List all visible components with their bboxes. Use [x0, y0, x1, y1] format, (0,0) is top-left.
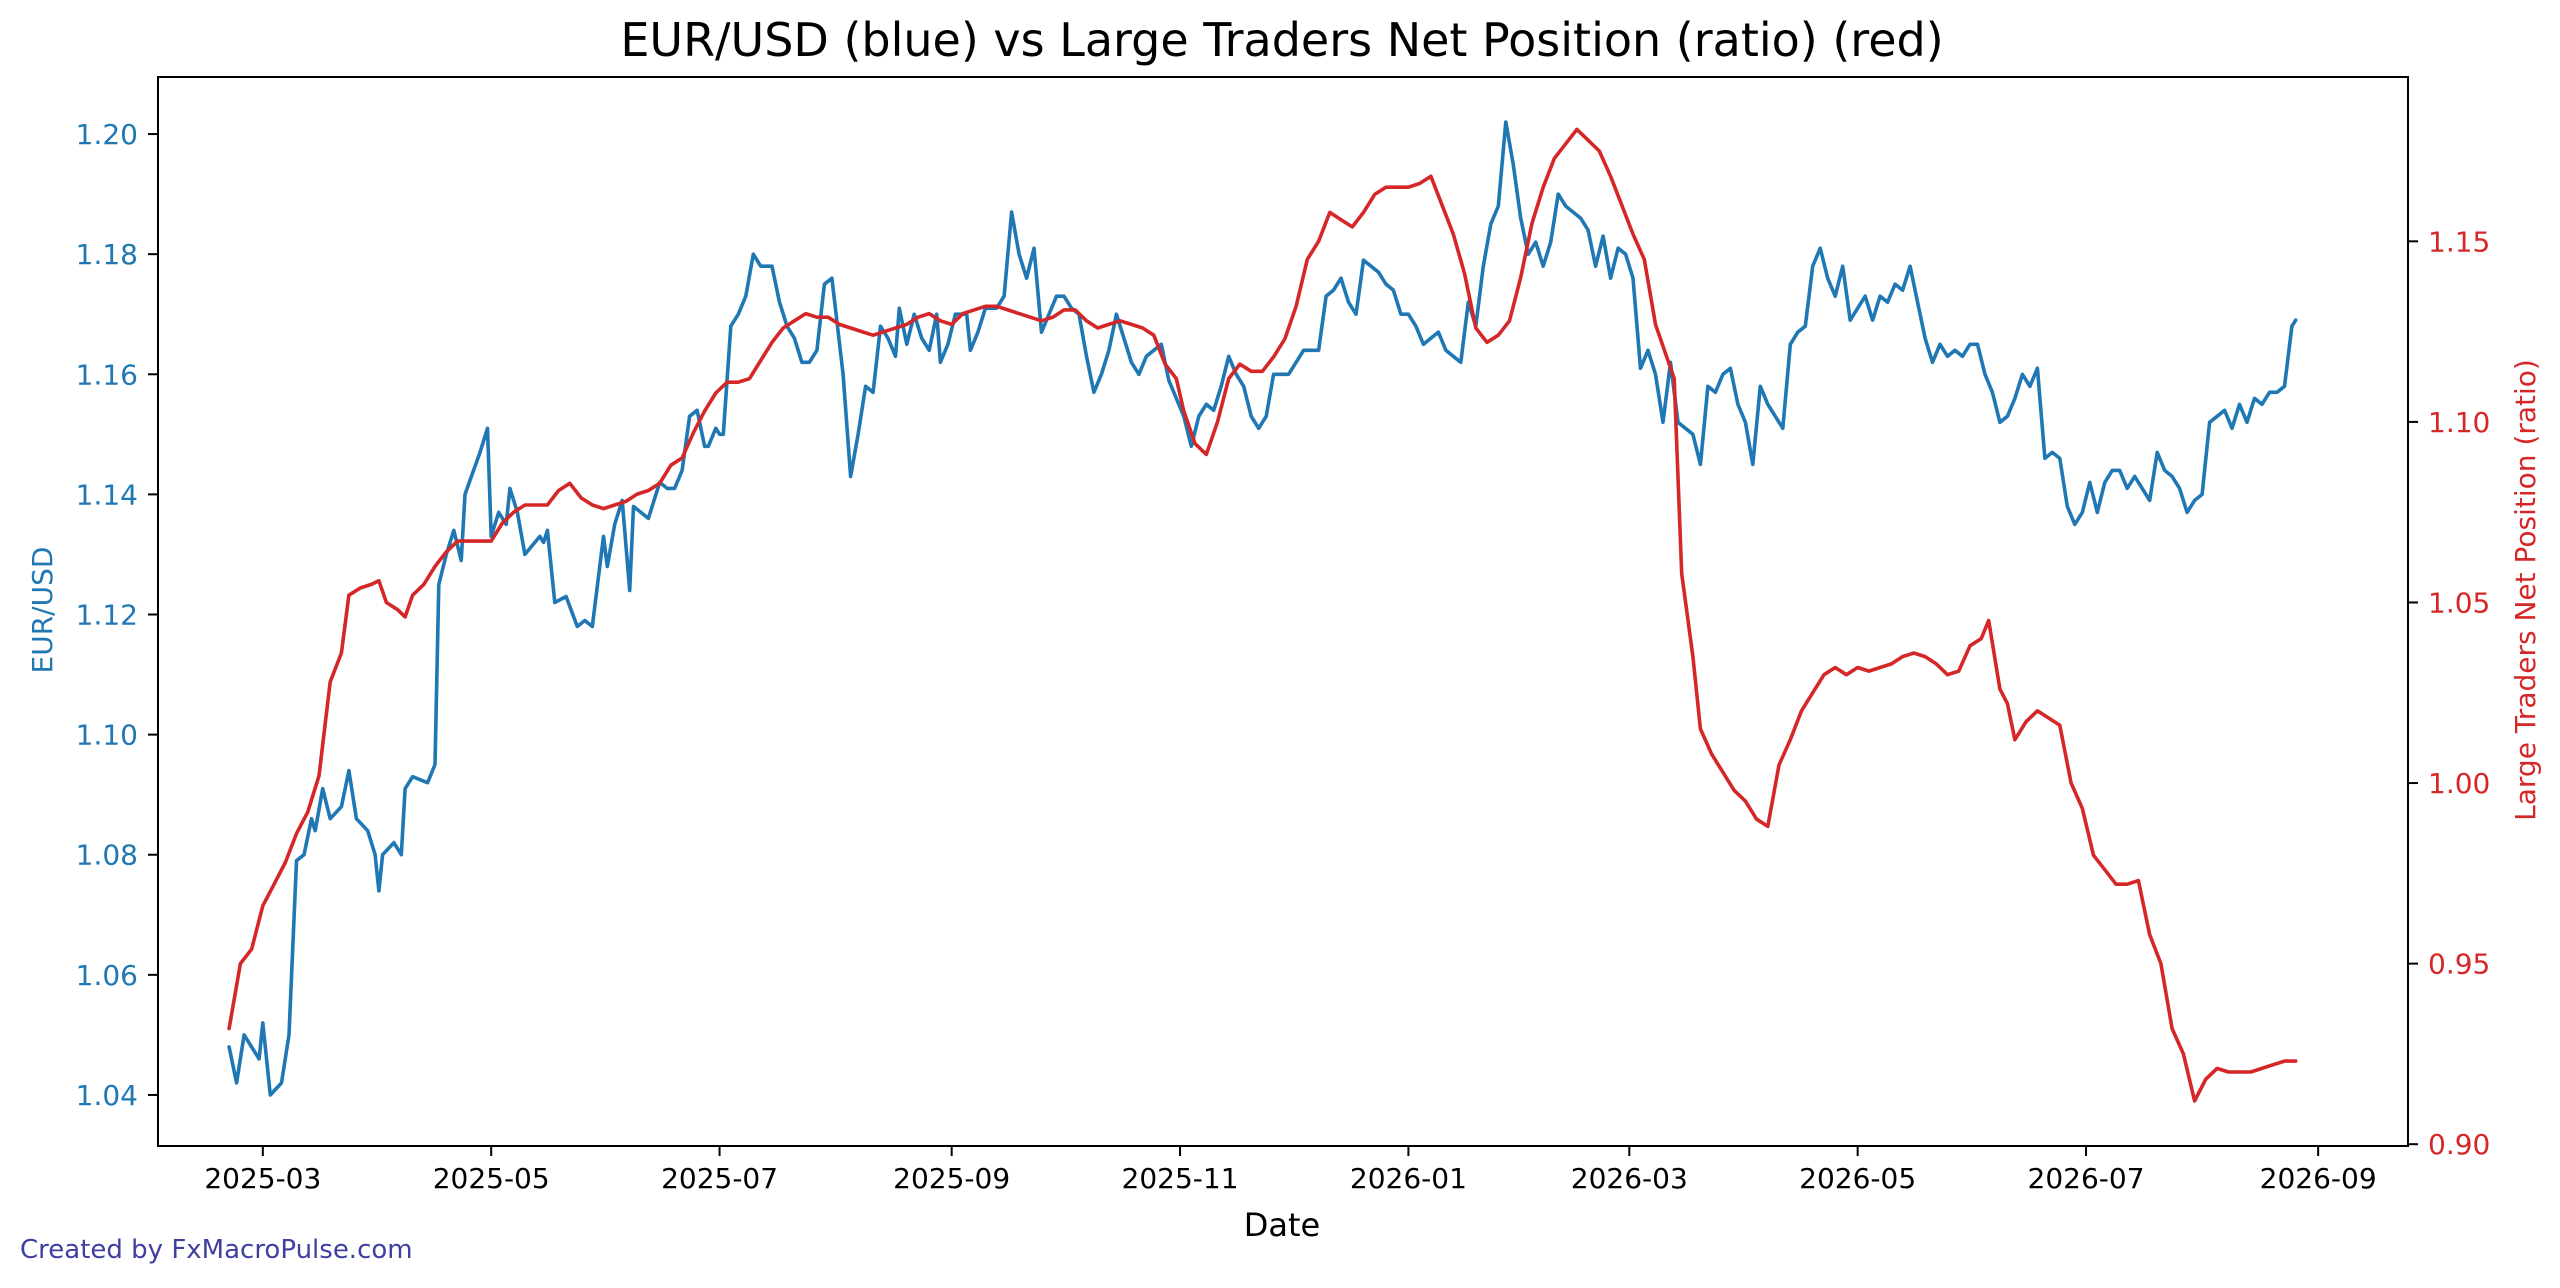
- y-left-tick-label: 1.18: [76, 238, 138, 271]
- y-right-tick-label: 0.90: [2428, 1128, 2490, 1161]
- credit-text: Created by FxMacroPulse.com: [20, 1235, 413, 1265]
- net-position-series-line: [227, 127, 2298, 1103]
- y-left-tick-label: 1.14: [76, 478, 138, 511]
- y-right-tick-label: 1.15: [2428, 225, 2490, 258]
- x-tick-label: 2025-11: [1122, 1162, 1239, 1195]
- y-left-tick-label: 1.04: [76, 1079, 138, 1112]
- x-tick-label: 2025-03: [204, 1162, 321, 1195]
- chart-title: EUR/USD (blue) vs Large Traders Net Posi…: [620, 13, 1943, 67]
- x-tick-label: 2026-05: [1799, 1162, 1916, 1195]
- plot-frame: [157, 76, 2409, 1147]
- y-left-tick-label: 1.20: [76, 118, 138, 151]
- x-tick-label: 2025-09: [893, 1162, 1010, 1195]
- y-left-tick-label: 1.06: [76, 959, 138, 992]
- y-left-tick-label: 1.08: [76, 839, 138, 872]
- axes-layer: 2025-03 2025-05 2025-07 2025-09 2025-11 2026-…: [76, 76, 2490, 1195]
- eurusd-series-line: [227, 120, 2298, 1097]
- y-left-tick-label: 1.12: [76, 599, 138, 632]
- y-right-tick-label: 1.05: [2428, 586, 2490, 619]
- y-left-tick-label: 1.10: [76, 719, 138, 752]
- x-tick-label: 2025-07: [661, 1162, 778, 1195]
- x-tick-label: 2026-07: [2028, 1162, 2145, 1195]
- series-layer: [227, 120, 2298, 1103]
- x-axis-label: Date: [1244, 1206, 1320, 1244]
- x-tick-label: 2026-01: [1350, 1162, 1467, 1195]
- y-axis-left-label: EUR/USD: [26, 547, 59, 674]
- y-right-tick-label: 1.00: [2428, 767, 2490, 800]
- y-right-tick-label: 1.10: [2428, 406, 2490, 439]
- y-left-tick-label: 1.16: [76, 358, 138, 391]
- y-right-tick-label: 0.95: [2428, 948, 2490, 981]
- x-tick-label: 2026-09: [2260, 1162, 2377, 1195]
- y-axis-right-label: Large Traders Net Position (ratio): [2509, 359, 2542, 821]
- x-tick-label: 2026-03: [1571, 1162, 1688, 1195]
- x-tick-label: 2025-05: [433, 1162, 550, 1195]
